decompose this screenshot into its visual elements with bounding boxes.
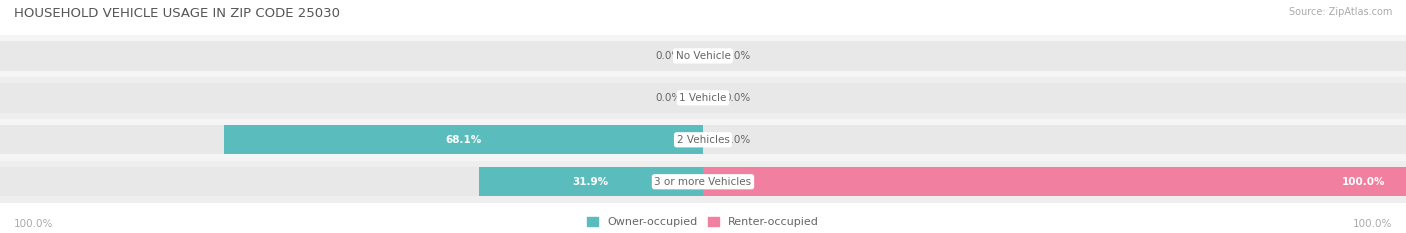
Bar (0, 125, 1406, 154)
Bar (0, 119, 1406, 161)
Text: 0.0%: 0.0% (724, 135, 751, 145)
Text: 100.0%: 100.0% (14, 219, 53, 229)
Text: 68.1%: 68.1% (446, 135, 482, 145)
Text: No Vehicle: No Vehicle (675, 51, 731, 61)
Bar (0, 83, 1406, 113)
Text: 0.0%: 0.0% (724, 51, 751, 61)
Bar (0, 41, 1406, 71)
Bar (0, 77, 1406, 119)
Bar (478, 167, 703, 196)
Text: 31.9%: 31.9% (572, 177, 609, 187)
Text: HOUSEHOLD VEHICLE USAGE IN ZIP CODE 25030: HOUSEHOLD VEHICLE USAGE IN ZIP CODE 2503… (14, 7, 340, 20)
Text: 0.0%: 0.0% (655, 93, 682, 103)
Text: 100.0%: 100.0% (1341, 177, 1385, 187)
Legend: Owner-occupied, Renter-occupied: Owner-occupied, Renter-occupied (586, 217, 820, 227)
Bar (703, 167, 1406, 196)
Text: 1 Vehicle: 1 Vehicle (679, 93, 727, 103)
Text: 100.0%: 100.0% (1353, 219, 1392, 229)
Text: Source: ZipAtlas.com: Source: ZipAtlas.com (1288, 7, 1392, 17)
Bar (225, 125, 703, 154)
Text: 0.0%: 0.0% (724, 93, 751, 103)
Text: 3 or more Vehicles: 3 or more Vehicles (654, 177, 752, 187)
Bar (0, 161, 1406, 203)
Text: 2 Vehicles: 2 Vehicles (676, 135, 730, 145)
Bar (0, 35, 1406, 77)
Text: 0.0%: 0.0% (655, 51, 682, 61)
Bar (0, 167, 1406, 196)
